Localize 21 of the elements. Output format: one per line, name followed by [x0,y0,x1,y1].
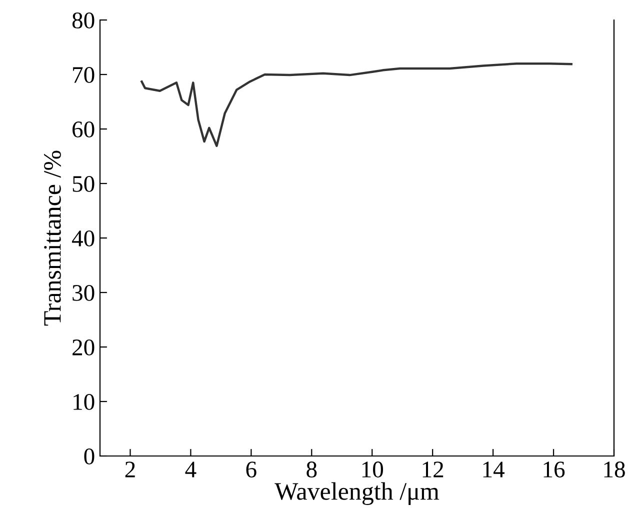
x-tick-label: 10 [362,462,384,478]
y-tick-label: 20 [72,339,94,356]
y-axis-title: Transmittance /% [44,150,61,326]
y-tick-label: 40 [72,230,94,246]
y-tick-label: 60 [72,121,94,138]
x-tick-label: 12 [422,462,444,478]
x-tick-label: 14 [483,462,504,478]
x-tick-label: 2 [125,462,135,478]
x-tick-label: 4 [185,462,196,478]
x-tick-label: 8 [306,462,317,478]
line-series [140,62,572,148]
x-tick-label: 6 [246,462,256,478]
x-tick-label: 16 [544,462,565,478]
x-axis-title: Wavelength /μm [274,482,440,506]
y-tick-label: 30 [72,284,94,301]
y-tick-label: 80 [72,12,94,28]
x-tick-label: 18 [604,462,625,478]
y-tick-label: 10 [74,394,94,410]
y-tick-label: 70 [73,66,94,83]
y-tick-label: 0 [84,448,94,464]
y-tick-label: 50 [72,176,94,192]
